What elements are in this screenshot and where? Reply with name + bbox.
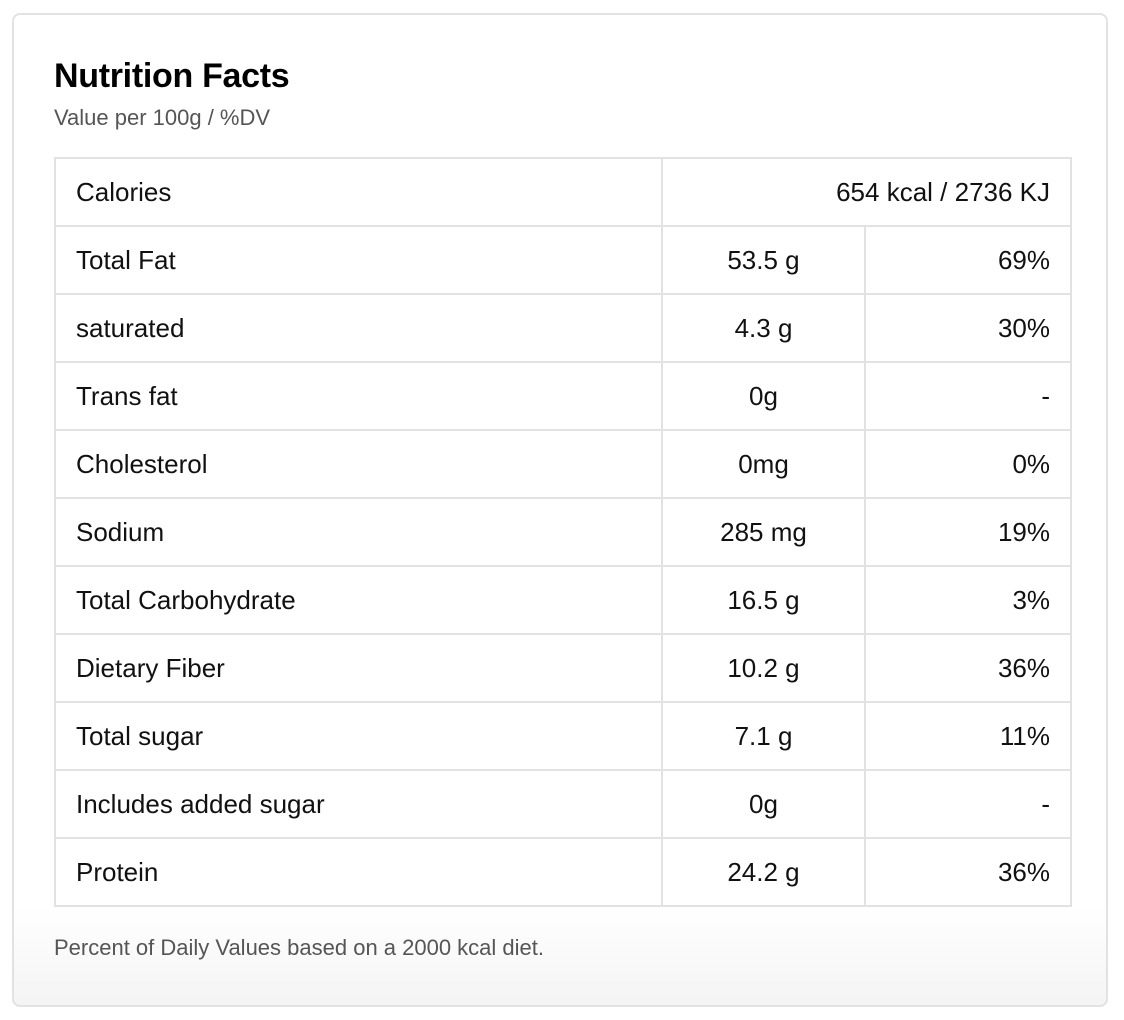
nutrient-amount: 0g	[661, 361, 866, 431]
nutrient-row: Trans fat 0g -	[54, 361, 1073, 431]
nutrient-amount: 0g	[661, 769, 866, 839]
nutrition-table: Calories 654 kcal / 2736 KJ Total Fat 53…	[54, 157, 1073, 907]
nutrient-daily-value: 19%	[863, 497, 1073, 567]
nutrient-row: Cholesterol 0mg 0%	[54, 429, 1073, 499]
nutrient-amount: 53.5 g	[661, 225, 866, 295]
nutrient-daily-value: 3%	[863, 565, 1073, 635]
nutrient-daily-value: 69%	[863, 225, 1073, 295]
nutrient-daily-value: -	[863, 361, 1073, 431]
daily-value-footnote: Percent of Daily Values based on a 2000 …	[54, 935, 545, 960]
calories-label: Calories	[54, 157, 663, 227]
panel-title: Nutrition Facts	[54, 57, 290, 95]
nutrition-facts-card: Nutrition Facts Value per 100g / %DV Cal…	[12, 13, 1108, 1007]
calories-row: Calories 654 kcal / 2736 KJ	[54, 157, 1073, 227]
nutrient-row: Sodium 285 mg 19%	[54, 497, 1073, 567]
nutrient-row: Protein 24.2 g 36%	[54, 837, 1073, 907]
nutrient-row: Total Carbohydrate 16.5 g 3%	[54, 565, 1073, 635]
nutrient-daily-value: 30%	[863, 293, 1073, 363]
nutrient-amount: 4.3 g	[661, 293, 866, 363]
nutrient-amount: 24.2 g	[661, 837, 866, 907]
nutrient-label: Protein	[54, 837, 663, 907]
calories-value: 654 kcal / 2736 KJ	[660, 157, 1073, 227]
nutrient-row: Total Fat 53.5 g 69%	[54, 225, 1073, 295]
nutrient-daily-value: -	[863, 769, 1073, 839]
nutrient-row: Includes added sugar 0g -	[54, 769, 1073, 839]
nutrient-row: Total sugar 7.1 g 11%	[54, 701, 1073, 771]
nutrient-amount: 10.2 g	[661, 633, 866, 703]
nutrient-daily-value: 36%	[863, 837, 1073, 907]
nutrient-daily-value: 36%	[863, 633, 1073, 703]
nutrient-label: Total sugar	[54, 701, 663, 771]
nutrient-label: Includes added sugar	[54, 769, 663, 839]
nutrient-amount: 16.5 g	[661, 565, 866, 635]
nutrient-label: saturated	[54, 293, 663, 363]
nutrient-daily-value: 0%	[863, 429, 1073, 499]
nutrient-label: Dietary Fiber	[54, 633, 663, 703]
nutrient-amount: 0mg	[661, 429, 866, 499]
nutrient-amount: 7.1 g	[661, 701, 866, 771]
panel-subtitle: Value per 100g / %DV	[54, 105, 271, 130]
nutrient-label: Trans fat	[54, 361, 663, 431]
nutrient-row: saturated 4.3 g 30%	[54, 293, 1073, 363]
nutrient-label: Total Carbohydrate	[54, 565, 663, 635]
nutrient-label: Sodium	[54, 497, 663, 567]
nutrient-daily-value: 11%	[863, 701, 1073, 771]
nutrient-label: Cholesterol	[54, 429, 663, 499]
nutrient-label: Total Fat	[54, 225, 663, 295]
nutrient-amount: 285 mg	[661, 497, 866, 567]
nutrient-row: Dietary Fiber 10.2 g 36%	[54, 633, 1073, 703]
